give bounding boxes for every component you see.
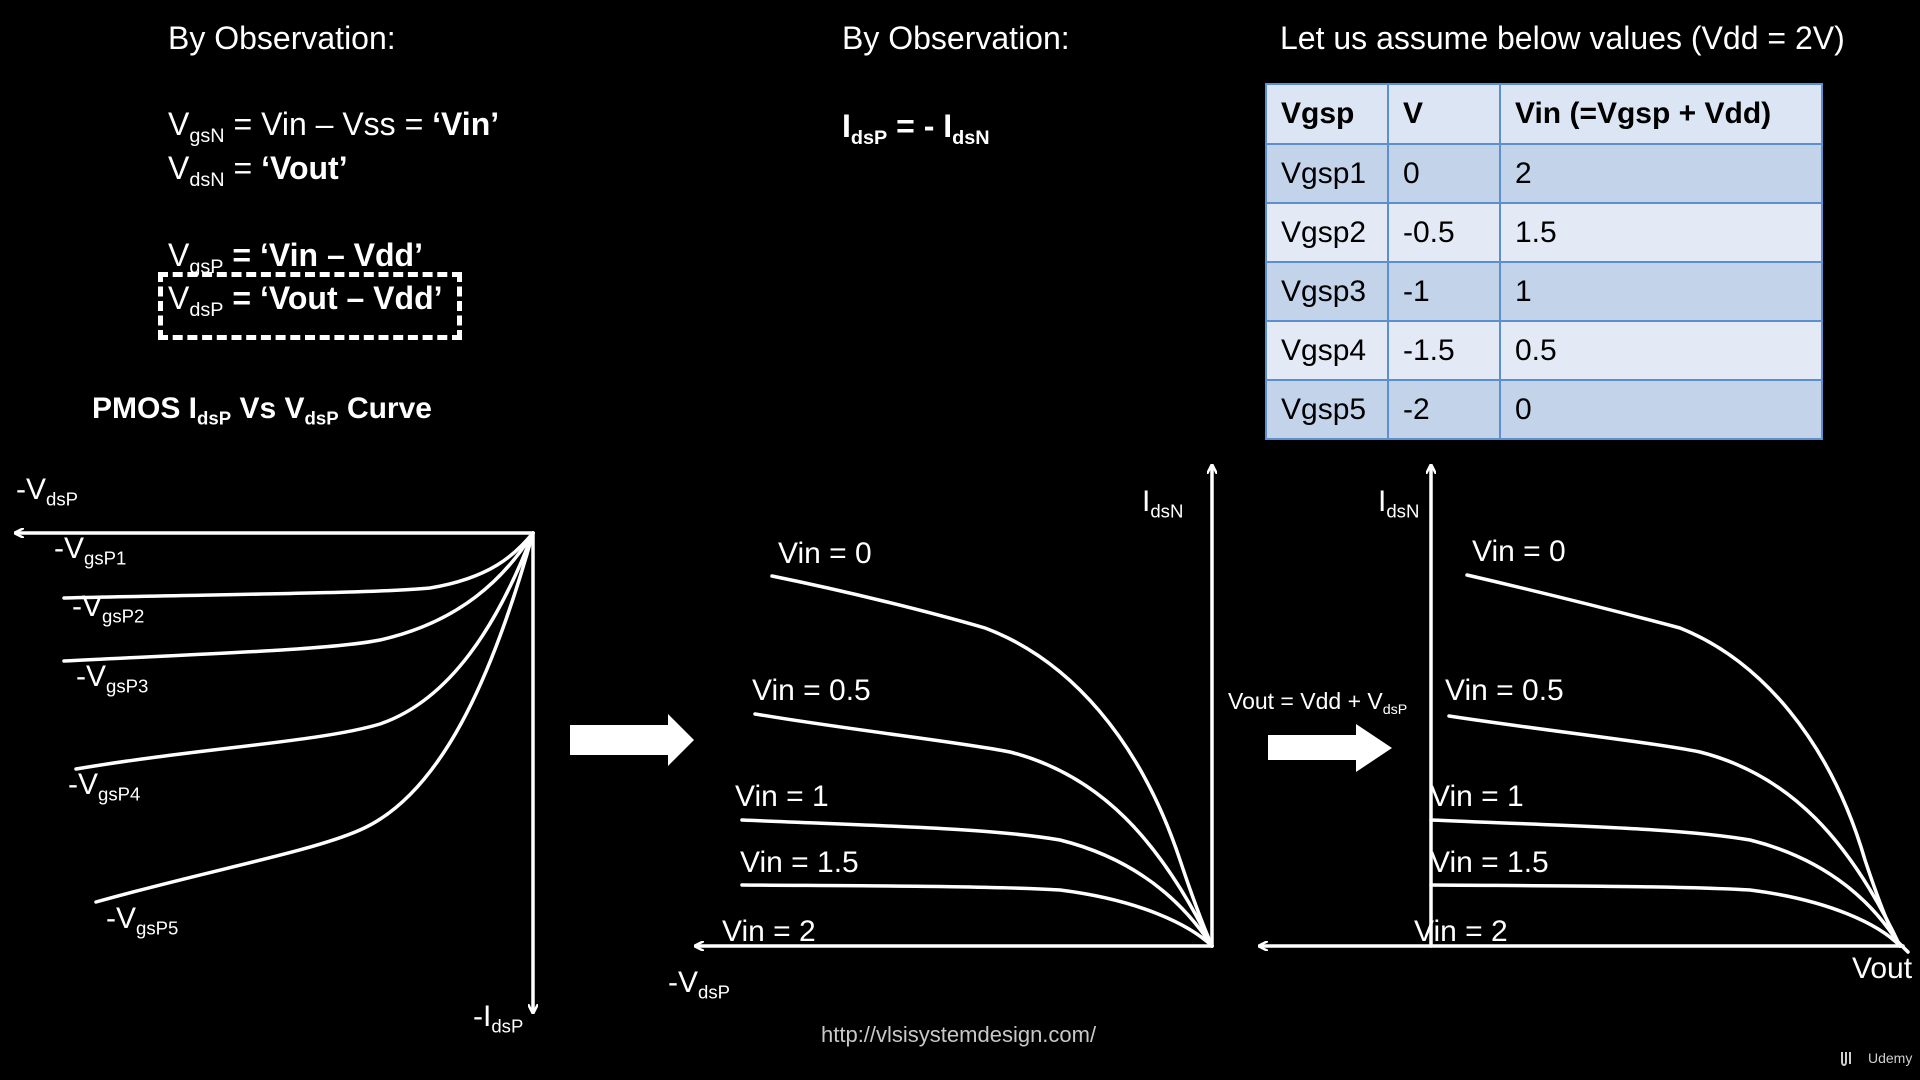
source-url: http://vlsisystemdesign.com/ [821, 1022, 1097, 1047]
middle-curve-vin05 [753, 712, 1214, 948]
right-curve-vin0 [1465, 573, 1902, 948]
middle-curve-label-vin2: Vin = 2 [722, 915, 816, 948]
left-curve-label-vgsp2: -VgsP2 [72, 590, 145, 627]
equation-vgsp: VgsP = ‘Vin – Vdd’ [168, 237, 423, 278]
table-cell: 1 [1499, 261, 1823, 322]
left-curve-vgsp1 [62, 531, 535, 600]
middle-curve-label-vin05: Vin = 0.5 [752, 674, 871, 707]
table-header-cell: Vin (=Vgsp + Vdd) [1499, 83, 1823, 145]
highlight-box [158, 272, 462, 340]
middle-curve-label-vin1: Vin = 1 [735, 780, 829, 813]
middle-heading: By Observation: [842, 20, 1070, 56]
left-x-axis-label: -VdsP [16, 473, 79, 510]
values-table: Vgsp V Vin (=Vgsp + Vdd) Vgsp1 0 2 Vgsp2… [1265, 83, 1823, 440]
left-curve-vgsp3 [74, 531, 535, 771]
table-cell: Vgsp5 [1265, 379, 1389, 440]
table-cell: -1.5 [1387, 320, 1501, 381]
table-cell: -1 [1387, 261, 1501, 322]
right-curve-label-vin0: Vin = 0 [1472, 535, 1566, 568]
right-curve-label-vin05: Vin = 0.5 [1445, 674, 1564, 707]
left-y-axis-label: -IdsP [473, 1000, 524, 1037]
left-curve-label-vgsp1: -VgsP1 [54, 532, 127, 569]
left-curve-vgsp4 [94, 531, 535, 904]
pmos-curve-title: PMOS IdsP Vs VdsP Curve [92, 392, 432, 429]
middle-curve-vin1 [740, 818, 1214, 948]
right-curve-vin1 [1429, 818, 1902, 948]
table-cell: Vgsp4 [1265, 320, 1389, 381]
middle-curve-label-vin15: Vin = 1.5 [740, 846, 859, 879]
table-cell: -0.5 [1387, 202, 1501, 263]
table-row: Vgsp2 -0.5 1.5 [1265, 202, 1823, 263]
middle-y-axis-label: IdsN [1142, 485, 1184, 522]
middle-curve-vin15 [740, 883, 1214, 948]
left-curve-label-vgsp4: -VgsP4 [68, 768, 141, 805]
table-cell: 1.5 [1499, 202, 1823, 263]
right-x-axis-label: Vout [1852, 952, 1913, 985]
brand-label: Udemy [1868, 1050, 1913, 1066]
left-curve-vgsp2 [62, 531, 535, 663]
transform-label: Vout = Vdd + VdsP [1228, 688, 1408, 718]
table-cell: Vgsp1 [1265, 143, 1389, 204]
left-heading: By Observation: [168, 20, 396, 56]
table-cell: 0 [1387, 143, 1501, 204]
table-cell: 0.5 [1499, 320, 1823, 381]
table-cell: 2 [1499, 143, 1823, 204]
right-curve-vin05 [1447, 714, 1902, 948]
table-row: Vgsp4 -1.5 0.5 [1265, 320, 1823, 381]
left-curve-label-vgsp5: -VgsP5 [106, 902, 179, 939]
table-cell: -2 [1387, 379, 1501, 440]
table-row: Vgsp3 -1 1 [1265, 261, 1823, 322]
right-heading: Let us assume below values (Vdd = 2V) [1280, 20, 1845, 56]
middle-x-axis-label: -VdsP [668, 966, 731, 1003]
equation-vdsp: VdsP = ‘Vout – Vdd’ [168, 280, 443, 321]
right-curve-label-vin15: Vin = 1.5 [1430, 846, 1549, 879]
right-curve-vin15 [1429, 883, 1902, 948]
equation-vdsn: VdsN = ‘Vout’ [168, 150, 348, 191]
table-cell: Vgsp2 [1265, 202, 1389, 263]
middle-curve-vin0 [770, 574, 1214, 948]
equation-vgsn: VgsN = Vin – Vss = ‘Vin’ [168, 106, 500, 147]
table-cell: Vgsp3 [1265, 261, 1389, 322]
table-header-cell: Vgsp [1265, 83, 1389, 145]
middle-curve-label-vin0: Vin = 0 [778, 537, 872, 570]
udemy-logo-icon [1841, 1052, 1851, 1066]
right-curve-label-vin2: Vin = 2 [1414, 915, 1508, 948]
table-row: Vgsp5 -2 0 [1265, 379, 1823, 440]
right-curve-label-vin1: Vin = 1 [1430, 780, 1524, 813]
table-row: Vgsp1 0 2 [1265, 143, 1823, 204]
table-cell: 0 [1499, 379, 1823, 440]
table-header-cell: V [1387, 83, 1501, 145]
block-arrow-2 [1268, 724, 1392, 772]
right-y-axis-label: IdsN [1378, 485, 1420, 522]
table-header-row: Vgsp V Vin (=Vgsp + Vdd) [1265, 83, 1823, 145]
block-arrow-1 [570, 714, 694, 766]
equation-idsp: IdsP = - IdsN [842, 108, 990, 149]
left-curve-label-vgsp3: -VgsP3 [76, 660, 149, 697]
